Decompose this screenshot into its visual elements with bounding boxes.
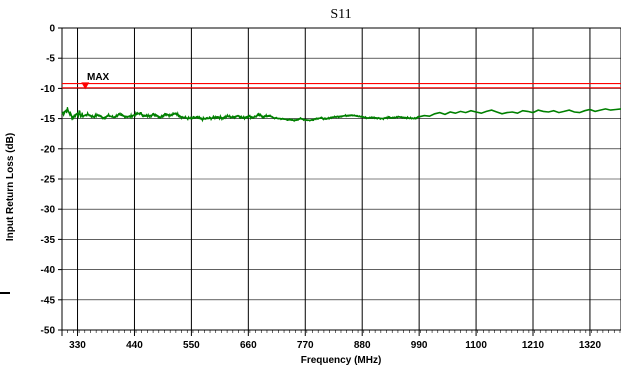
x-tick-label: 1320 — [579, 340, 602, 351]
y-tick-label: -25 — [41, 175, 56, 186]
x-tick-label: 990 — [411, 340, 428, 351]
y-tick-label: -45 — [41, 295, 56, 306]
y-tick-label: -5 — [46, 54, 55, 65]
y-tick-label: 0 — [49, 24, 55, 35]
x-axis-label: Frequency (MHz) — [301, 355, 382, 366]
x-tick-label: 550 — [183, 340, 200, 351]
x-tick-label: 330 — [69, 340, 86, 351]
y-tick-label: -30 — [41, 205, 56, 216]
x-tick-label: 770 — [297, 340, 314, 351]
ticks-layer: 0 -5 -10 -15 -20 -25 -30 -35 -40 -45 -50 330 440 550 6… — [41, 24, 621, 351]
y-axis-label: Input Return Loss (dB) — [5, 133, 16, 241]
y-tick-label: -20 — [41, 144, 56, 155]
trace-s11-noise — [61, 107, 420, 123]
x-tick-label: 440 — [126, 340, 143, 351]
max-annotation: MAX — [87, 72, 110, 83]
x-tick-label: 1100 — [465, 340, 487, 351]
y-tick-label: -40 — [41, 265, 56, 276]
grid-layer — [61, 27, 621, 331]
x-tick-label: 1210 — [522, 340, 545, 351]
max-marker — [81, 82, 90, 90]
limit-layer — [62, 82, 621, 90]
trace-layer — [61, 107, 621, 123]
axis-layer — [61, 330, 63, 336]
x-tick-label: 880 — [354, 340, 371, 351]
y-tick-label: -15 — [41, 114, 56, 125]
y-tick-label: -35 — [41, 235, 56, 246]
x-tick-label: 660 — [240, 340, 257, 351]
y-tick-label: -10 — [41, 84, 56, 95]
chart-title: S11 — [330, 7, 351, 22]
y-tick-label: -50 — [41, 326, 56, 337]
